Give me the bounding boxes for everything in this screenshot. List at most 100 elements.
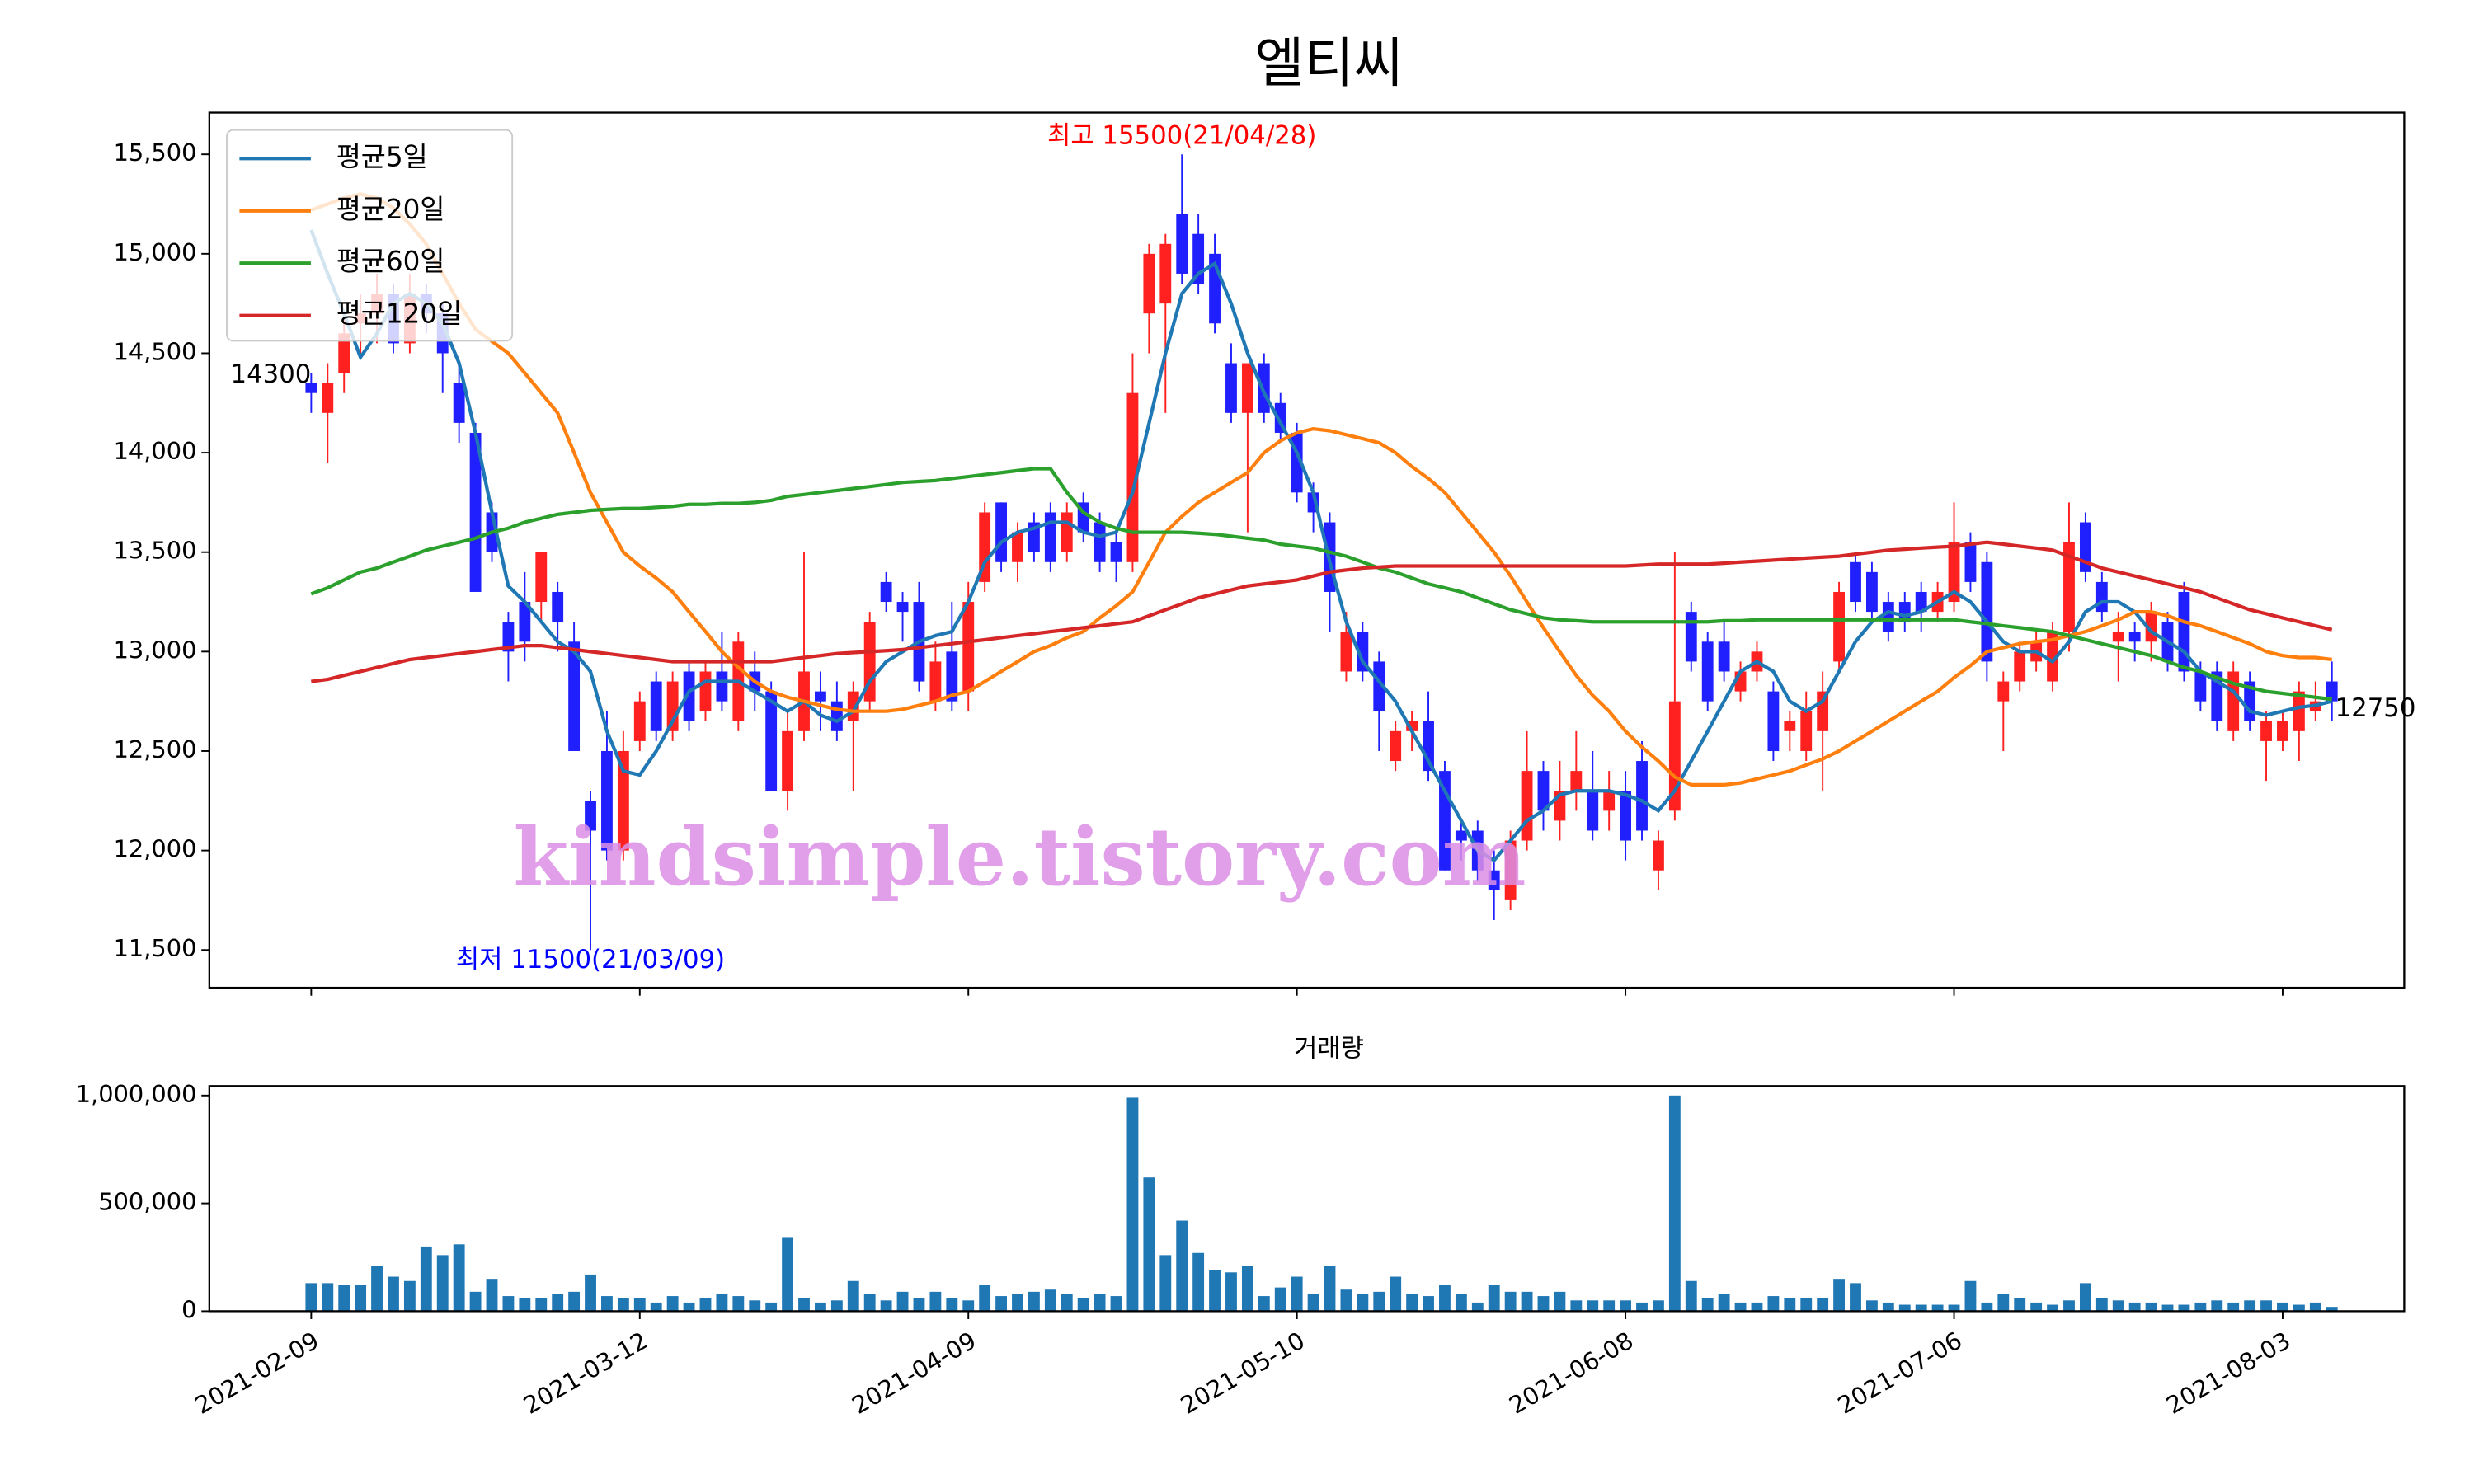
volume-bar <box>1603 1300 1616 1312</box>
candle-body <box>1718 641 1730 672</box>
volume-bar <box>666 1296 679 1312</box>
y-tick-label: 1,000,000 <box>76 1080 197 1108</box>
volume-bar <box>1948 1304 1960 1312</box>
candle-body <box>1258 363 1270 413</box>
candle-body <box>2260 721 2272 741</box>
volume-bar <box>1028 1291 1040 1312</box>
candle-body <box>765 691 778 791</box>
candle-body <box>1176 214 1188 274</box>
volume-bar <box>2079 1283 2091 1312</box>
axes-frame <box>208 1085 2406 1313</box>
volume-title: 거래량 <box>1294 1034 1364 1064</box>
volume-bar <box>2145 1302 2157 1312</box>
x-tick-label: 2021-03-12 <box>519 1327 652 1420</box>
legend-label: 평균5일 <box>336 141 428 172</box>
candle-body <box>1241 363 1253 413</box>
chart-title: 엘티씨 <box>1254 32 1403 95</box>
volume-bar <box>322 1283 334 1312</box>
candle-body <box>863 622 876 702</box>
candle-body <box>1685 612 1697 662</box>
x-tick-label: 2021-08-03 <box>2161 1327 2295 1420</box>
volume-bar <box>305 1283 317 1312</box>
candle-body <box>815 691 826 702</box>
volume-bar <box>1964 1280 1977 1312</box>
candle-body <box>1357 632 1369 672</box>
volume-bar <box>847 1280 859 1312</box>
candle-body <box>830 701 843 731</box>
volume-bar <box>1340 1289 1352 1312</box>
axes-frame <box>208 111 2406 989</box>
candle-body <box>1126 392 1139 562</box>
volume-bar <box>436 1255 449 1312</box>
candle-body <box>322 383 334 413</box>
volume-bar <box>683 1302 695 1312</box>
volume-bar <box>420 1246 432 1312</box>
candle-body <box>1504 840 1517 900</box>
volume-bar <box>1044 1289 1056 1312</box>
volume-bar <box>1324 1266 1336 1312</box>
candle-body <box>1110 542 1122 562</box>
candle-body <box>716 671 728 702</box>
volume-bar <box>1751 1302 1763 1312</box>
volume-bar <box>699 1298 712 1312</box>
y-tick-label: 15,000 <box>114 238 197 266</box>
x-tick-label: 2021-06-08 <box>1504 1327 1638 1420</box>
candle-body <box>1767 691 1780 751</box>
volume-bar <box>403 1280 416 1312</box>
volume-bar <box>2112 1300 2124 1312</box>
volume-bar <box>1701 1298 1714 1312</box>
candle-body <box>699 671 712 711</box>
volume-bar <box>1176 1220 1188 1312</box>
volume-bar <box>1406 1294 1418 1312</box>
volume-bar <box>732 1296 745 1312</box>
volume-bar <box>1077 1298 1089 1312</box>
volume-bar <box>2095 1298 2108 1312</box>
candle-body <box>2095 581 2108 613</box>
candle-body <box>1455 830 1467 841</box>
volume-bar <box>2014 1298 2026 1312</box>
volume-bar <box>633 1298 646 1312</box>
volume-bar <box>585 1274 596 1312</box>
legend-box <box>226 129 514 342</box>
y-tick-label: 13,000 <box>114 636 197 664</box>
volume-bar <box>1192 1252 1205 1312</box>
volume-bar <box>1570 1300 1583 1312</box>
candle-body <box>1882 602 1894 632</box>
volume-bar <box>815 1302 826 1312</box>
volume-bar <box>469 1291 482 1312</box>
candle-body <box>782 730 794 791</box>
candle-body <box>1620 791 1632 841</box>
candle-body <box>568 641 581 751</box>
moving-average-line <box>309 229 2333 863</box>
candle-body <box>929 661 942 702</box>
volume-bar <box>1521 1291 1533 1312</box>
candle-body <box>1094 522 1106 562</box>
candle-body <box>2112 632 2124 642</box>
candle-body <box>1159 243 1172 304</box>
volume-bar <box>1767 1296 1780 1312</box>
y-tick-label: 14,000 <box>114 437 197 465</box>
candle-body <box>552 591 564 622</box>
volume-bar <box>896 1291 909 1312</box>
volume-bar <box>1850 1283 1861 1312</box>
volume-bar <box>1159 1255 1172 1312</box>
volume-bar <box>1653 1300 1664 1312</box>
volume-bar <box>1061 1294 1073 1312</box>
moving-average-line <box>311 540 2333 683</box>
volume-bar <box>1143 1177 1155 1312</box>
low-annotation: 최저 11500(21/03/09) <box>456 945 725 974</box>
candle-body <box>1488 870 1500 890</box>
volume-bar <box>1209 1270 1221 1312</box>
candle-body <box>1948 542 1960 603</box>
legend-label: 평균120일 <box>336 298 463 330</box>
candle-body <box>1850 561 1861 603</box>
candle-body <box>1340 632 1352 672</box>
volume-bar <box>1784 1298 1796 1312</box>
watermark: kindsimple.tistory.com <box>514 810 1526 904</box>
volume-bar <box>2161 1304 2174 1312</box>
volume-bar <box>929 1291 942 1312</box>
candle-body <box>1784 721 1796 731</box>
volume-bar <box>1636 1302 1648 1312</box>
candle-body <box>1225 363 1237 413</box>
